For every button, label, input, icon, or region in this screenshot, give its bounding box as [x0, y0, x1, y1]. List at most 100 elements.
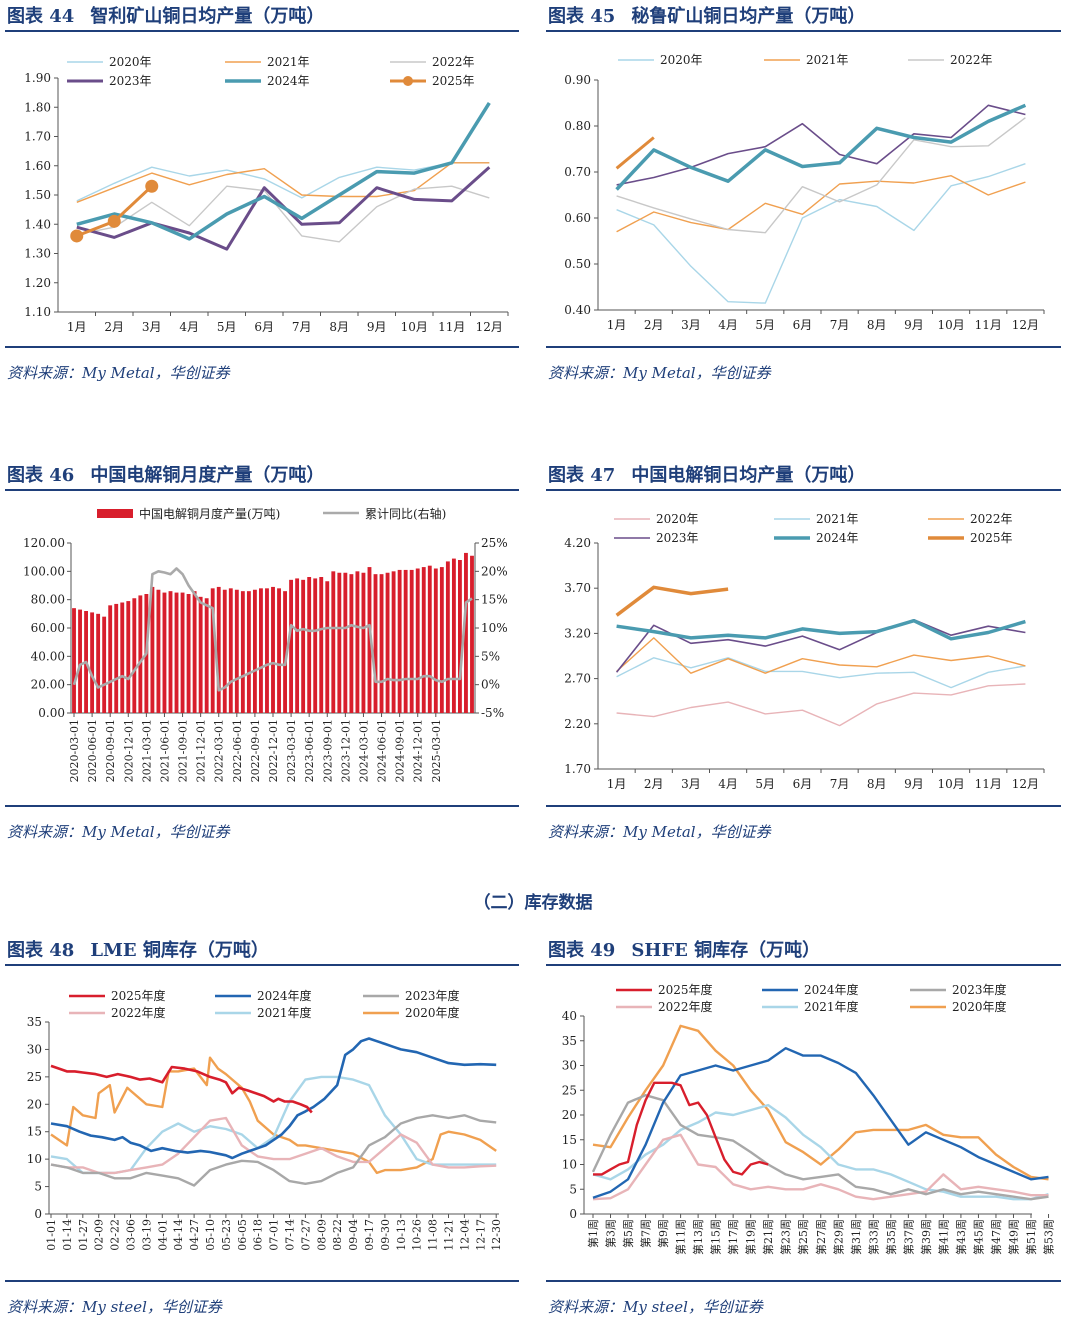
y-tick-label: 40.00	[31, 649, 65, 663]
legend-label-5: 2020年度	[405, 1005, 460, 1020]
x-tick-label: 第33周	[866, 1219, 880, 1255]
bar	[277, 588, 281, 713]
chart-45-plot: 0.40 0.50 0.60 0.70 0.80 0.90 1月 2月 3月 4月 5月 6月 7月 8月…	[564, 53, 1045, 332]
bar	[162, 592, 167, 713]
legend-label-5: 2025年	[432, 74, 475, 88]
x-tick-label: 09-04	[347, 1219, 360, 1251]
legend-label-0: 2025年度	[658, 982, 713, 997]
legend-label-1: 2024年度	[257, 988, 312, 1003]
series-line-2024年度	[50, 1037, 497, 1160]
legend-label-1: 2021年	[267, 55, 310, 69]
x-tick-label: 7月	[830, 777, 850, 791]
chart-panel-48: 图表 48 LME 铜库存（万吨） 0 5 10 15 20 25 30 35 01-01 01-1…	[5, 938, 519, 1318]
x-tick-label: 2021-12-01	[195, 719, 208, 782]
bar	[439, 567, 444, 713]
y-tick-label: 10	[27, 1152, 42, 1166]
y-tick-label: 30	[562, 1059, 577, 1073]
series-line-2025年度	[593, 1081, 769, 1176]
x-tick-label: 08-09	[315, 1219, 328, 1251]
bar	[445, 561, 450, 713]
x-tick-label: 2021-06-01	[158, 719, 171, 782]
x-tick-label: 2021-09-01	[177, 719, 190, 782]
bar	[307, 577, 312, 713]
x-tick-label: 第43周	[954, 1219, 968, 1255]
series-line-2024年	[76, 101, 491, 241]
bar	[361, 572, 366, 713]
bar	[96, 613, 101, 713]
chart-title-46: 图表 46 中国电解铜月度产量（万吨）	[5, 463, 519, 491]
bar	[319, 577, 324, 713]
chart-title-48: 图表 48 LME 铜库存（万吨）	[5, 938, 519, 966]
bar	[403, 569, 408, 713]
bar	[397, 569, 402, 713]
bar	[355, 571, 360, 713]
x-tick-label: 2020-06-01	[86, 719, 99, 782]
x-tick-label: 6月	[793, 777, 813, 791]
bar	[72, 608, 76, 713]
legend-label-0: 2020年	[656, 512, 699, 526]
bar	[150, 586, 155, 713]
chart-title-45: 图表 45 秘鲁矿山铜日均产量（万吨）	[546, 4, 1061, 32]
x-tick-label: 4月	[718, 318, 738, 332]
legend-label-3: 2022年度	[111, 1005, 166, 1020]
series-line-2021年	[616, 174, 1026, 233]
legend-label-4: 2024年	[816, 531, 859, 545]
x-tick-label: 1月	[67, 320, 87, 334]
chart-panel-45: 图表 45 秘鲁矿山铜日均产量（万吨） 0.40 0.50 0.60 0.70 0.80 0…	[546, 4, 1061, 388]
series-line-2021年	[616, 657, 1026, 689]
x-tick-label: 第37周	[901, 1219, 915, 1255]
bar	[114, 603, 119, 713]
x-tick-label: 2024-09-01	[394, 719, 407, 782]
x-tick-label: 11月	[975, 318, 1002, 332]
legend-label-5: 2025年	[970, 531, 1013, 545]
bar	[180, 592, 185, 713]
y2-tick-label: 20%	[481, 564, 508, 578]
y-tick-label: 15	[27, 1125, 42, 1139]
x-tick-label: 7月	[830, 318, 850, 332]
chart-title-49: 图表 49 SHFE 铜库存（万吨）	[546, 938, 1061, 966]
y-tick-label: 0.70	[564, 165, 591, 179]
x-tick-label: 2022-09-01	[249, 719, 262, 782]
x-tick-label: 第11周	[674, 1219, 688, 1255]
x-tick-label: 2月	[644, 318, 664, 332]
x-tick-label: 04-27	[188, 1219, 201, 1251]
y-tick-label: 0.00	[38, 706, 65, 720]
x-tick-label: 10-13	[395, 1219, 408, 1251]
y-tick-label: 2.70	[564, 672, 591, 686]
bar	[192, 591, 197, 713]
bar	[349, 574, 354, 713]
chart-panel-47: 图表 47 中国电解铜日均产量（万吨） 1.70 2.20 2.70 3.20 3.70 4…	[546, 463, 1061, 847]
x-tick-label: 第41周	[936, 1219, 950, 1255]
bar	[379, 574, 384, 713]
bar	[451, 558, 456, 713]
series-line-2023年度	[50, 1114, 497, 1187]
x-tick-label: 第49周	[1006, 1219, 1020, 1255]
x-tick-label: 6月	[254, 320, 274, 334]
y-tick-label: 1.80	[24, 100, 51, 114]
bar	[210, 588, 215, 713]
series-line-2025年	[615, 585, 729, 617]
y2-tick-label: 15%	[481, 593, 508, 607]
x-tick-label: 7月	[292, 320, 312, 334]
x-tick-label: 2025-03-01	[430, 719, 443, 782]
legend-label-2: 2022年	[432, 55, 475, 69]
y-tick-label: 35	[562, 1034, 577, 1048]
y-tick-label: 1.70	[24, 130, 51, 144]
x-tick-label: 3月	[142, 320, 162, 334]
bar	[409, 569, 414, 713]
legend-label-2: 2022年	[970, 512, 1013, 526]
y2-tick-label: -5%	[481, 706, 504, 720]
x-tick-label: 05-10	[204, 1219, 217, 1251]
x-tick-label: 2021-03-01	[140, 719, 153, 782]
y-tick-label: 0.60	[564, 211, 591, 225]
source-note-46: 资料来源：My Metal，华创证券	[5, 805, 519, 842]
legend-label-4: 2021年度	[257, 1005, 312, 1020]
series-line-2024年度	[592, 1046, 1049, 1199]
x-tick-label: 03-06	[125, 1219, 138, 1251]
source-note-45: 资料来源：My Metal，华创证券	[546, 346, 1061, 383]
x-tick-label: 8月	[867, 318, 887, 332]
x-tick-label: 09-17	[363, 1219, 376, 1251]
bar	[415, 568, 420, 713]
x-tick-label: 1月	[607, 777, 627, 791]
x-tick-label: 2023-12-01	[339, 719, 352, 782]
